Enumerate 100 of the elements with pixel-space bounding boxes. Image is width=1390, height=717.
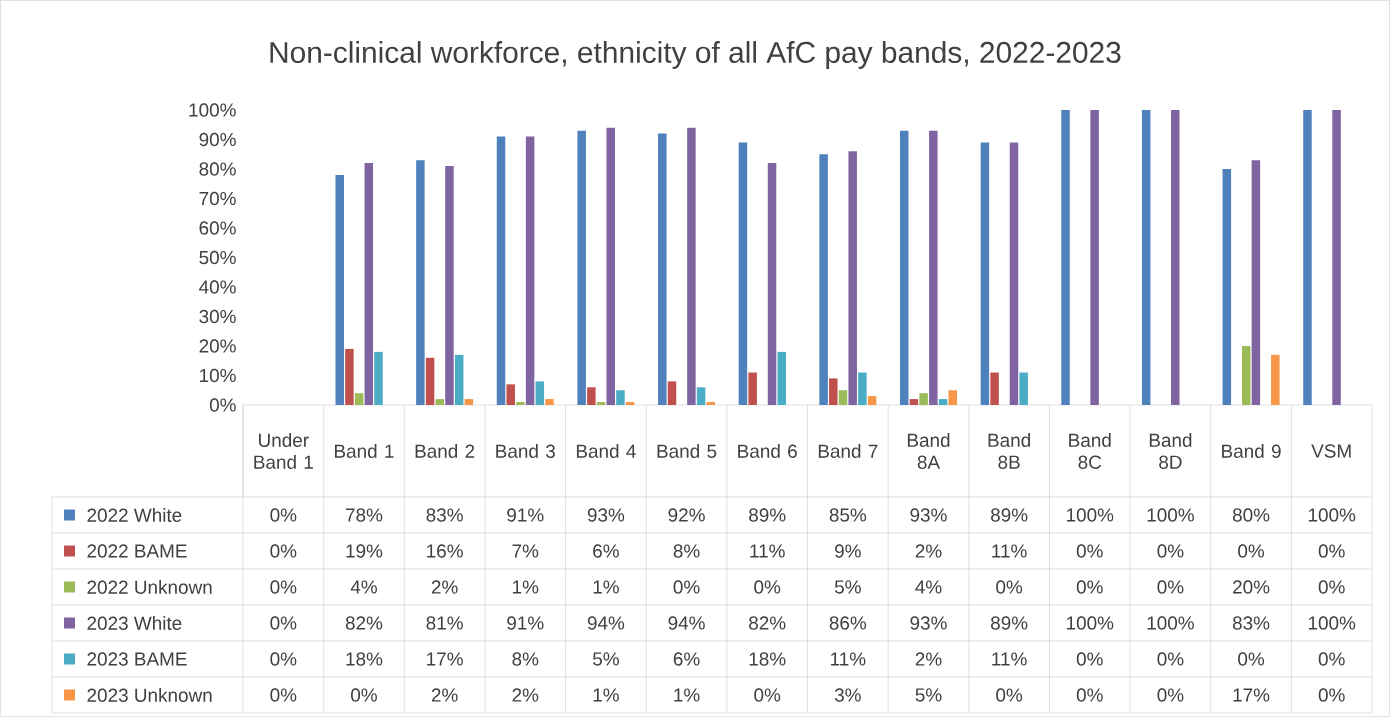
bar xyxy=(687,127,696,405)
data-label: 0% xyxy=(1318,652,1345,666)
data-label: 0% xyxy=(1318,688,1345,702)
data-label: 100% xyxy=(1308,508,1356,522)
data-label: 93% xyxy=(910,616,947,630)
bar xyxy=(829,378,838,405)
x-tick-label: Band 2 xyxy=(415,444,475,458)
data-label: 80% xyxy=(1232,508,1270,522)
bar xyxy=(1271,354,1280,405)
data-label: 8% xyxy=(512,652,539,666)
x-tick-label: Band 3 xyxy=(496,444,555,458)
data-label: 9% xyxy=(835,544,861,558)
data-label: 19% xyxy=(346,544,383,558)
x-tick-label: Band 8D xyxy=(1149,433,1192,469)
bar xyxy=(464,399,474,405)
bar xyxy=(335,174,344,405)
data-label: 83% xyxy=(426,508,463,522)
data-label: 0% xyxy=(1238,652,1265,666)
bar xyxy=(587,387,596,405)
x-tick-label: VSM xyxy=(1311,444,1351,458)
data-label: 2% xyxy=(431,580,458,594)
data-label: 0% xyxy=(754,580,781,594)
data-label: 0% xyxy=(1157,544,1184,558)
x-tick-label: Band 6 xyxy=(738,444,797,458)
bar xyxy=(948,390,957,405)
data-label: 3% xyxy=(834,688,861,702)
chart-title: Non-clinical workforce, ethnicity of all AfC pay bands, 2022-2023 xyxy=(270,41,1121,69)
data-label: 20% xyxy=(1233,580,1270,594)
y-tick-label: 20% xyxy=(199,339,236,353)
bar xyxy=(938,399,948,405)
bar xyxy=(496,136,506,405)
data-label: 93% xyxy=(910,508,947,522)
bar xyxy=(416,160,425,405)
data-label: 0% xyxy=(1318,544,1345,558)
y-tick-label: 30% xyxy=(199,309,236,324)
data-label: 18% xyxy=(749,652,786,666)
data-label: 6% xyxy=(593,544,619,558)
data-label: 1% xyxy=(593,688,619,702)
data-label: 0% xyxy=(1238,544,1265,558)
data-label: 18% xyxy=(346,652,383,666)
bar xyxy=(374,351,383,405)
x-tick-label: Under Band 1 xyxy=(254,433,313,469)
x-tick-label: Band 4 xyxy=(576,444,636,458)
data-label: 0% xyxy=(270,544,297,558)
bar xyxy=(1241,345,1251,405)
data-label: 0% xyxy=(270,688,297,702)
bar xyxy=(445,166,454,405)
bar xyxy=(738,142,748,405)
data-label: 100% xyxy=(1067,616,1114,630)
data-label: 92% xyxy=(668,508,705,522)
legend-label: 2023 BAME xyxy=(87,652,187,666)
bar xyxy=(364,163,374,405)
bar xyxy=(606,127,615,405)
y-tick-label: 0% xyxy=(209,398,236,412)
y-tick-label: 90% xyxy=(199,132,236,147)
bar xyxy=(535,381,545,405)
bar xyxy=(454,354,464,405)
bar xyxy=(545,399,554,405)
x-tick-label: Band 7 xyxy=(818,444,878,458)
bar xyxy=(425,357,435,405)
bar xyxy=(777,351,786,405)
data-label: 82% xyxy=(345,616,383,630)
data-label: 0% xyxy=(1076,652,1103,666)
x-tick-label: Band 1 xyxy=(334,444,394,458)
data-label: 16% xyxy=(427,544,463,558)
data-label: 0% xyxy=(1076,580,1103,594)
data-label: 5% xyxy=(915,688,942,702)
data-label: 5% xyxy=(834,580,861,594)
bar xyxy=(506,384,515,405)
x-tick-label: Band 8B xyxy=(988,433,1030,469)
data-label: 1% xyxy=(513,580,539,594)
data-label: 0% xyxy=(673,580,700,594)
data-label: 89% xyxy=(991,508,1028,522)
data-label: 2% xyxy=(915,652,942,666)
data-label: 11% xyxy=(831,652,866,666)
data-label: 4% xyxy=(915,580,942,594)
bar xyxy=(354,393,364,405)
data-label: 0% xyxy=(754,688,781,702)
data-label: 2% xyxy=(512,688,539,702)
data-label: 1% xyxy=(593,580,619,594)
data-label: 6% xyxy=(673,652,700,666)
data-label: 100% xyxy=(1067,508,1114,522)
data-label: 11% xyxy=(750,544,785,558)
bar xyxy=(667,381,677,405)
data-label: 0% xyxy=(1076,688,1103,702)
bar xyxy=(1019,372,1028,405)
data-label: 100% xyxy=(1147,508,1194,522)
data-label: 11% xyxy=(992,652,1027,666)
y-tick-label: 10% xyxy=(200,368,236,383)
bar xyxy=(909,399,919,405)
bar xyxy=(596,402,606,405)
data-label: 0% xyxy=(270,508,297,522)
data-label: 0% xyxy=(996,580,1023,594)
data-label: 89% xyxy=(991,616,1028,630)
y-tick-label: 50% xyxy=(199,250,236,265)
bar xyxy=(867,396,877,405)
data-label: 91% xyxy=(507,616,544,630)
data-label: 11% xyxy=(992,544,1027,558)
bar xyxy=(858,372,867,405)
data-label: 0% xyxy=(270,652,297,666)
